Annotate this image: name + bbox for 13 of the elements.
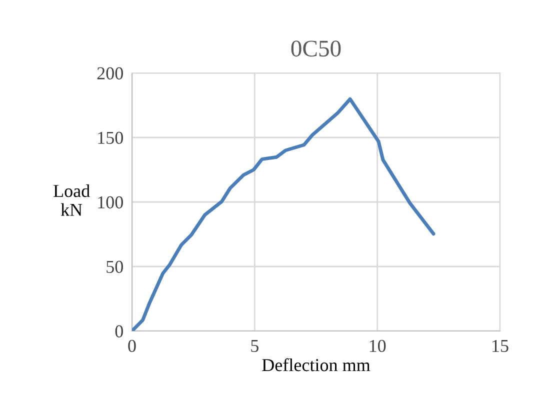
y-axis-title: Load kN <box>54 184 90 216</box>
y-tick-label: 50 <box>106 260 123 273</box>
x-tick-label: 10 <box>370 340 386 352</box>
x-axis-title: Deflection mm <box>262 358 370 372</box>
x-tick-label: 0 <box>128 340 136 352</box>
x-tick-label: 15 <box>492 340 508 352</box>
y-tick-label: 200 <box>97 67 123 80</box>
chart-title: 0C50 <box>291 40 341 57</box>
y-tick-label: 0 <box>115 325 123 338</box>
y-tick-label: 150 <box>98 132 123 144</box>
y-tick-label: 100 <box>98 196 123 208</box>
x-tick-label: 5 <box>251 340 258 352</box>
line-series <box>132 97 436 331</box>
